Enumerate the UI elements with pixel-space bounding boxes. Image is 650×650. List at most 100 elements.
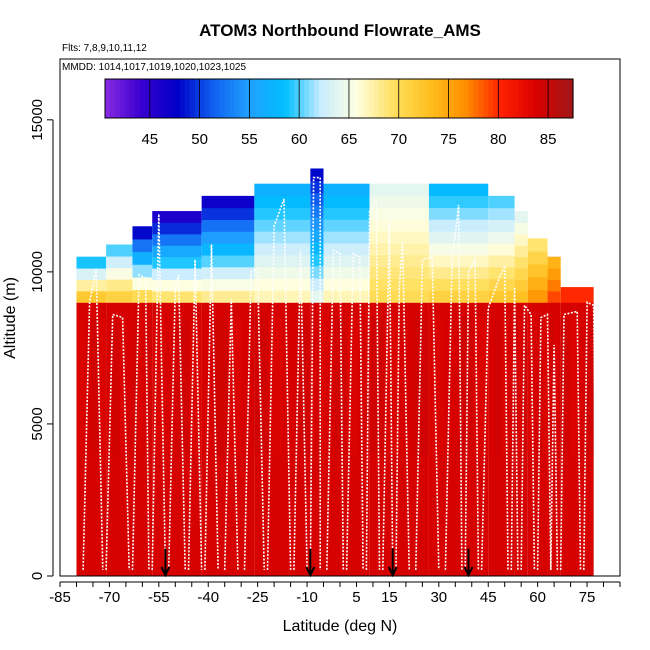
heatmap-cell-base [527, 302, 548, 576]
heatmap-cell-base [514, 302, 528, 576]
colorbar-segment [259, 79, 265, 118]
colorbar-segment [473, 79, 480, 118]
heatmap-cell [106, 290, 133, 303]
heatmap-cell [106, 279, 133, 292]
heatmap-cell [428, 231, 489, 244]
colorbar-segment [343, 79, 350, 118]
flight-track [415, 255, 440, 570]
x-tick-label: -70 [99, 589, 121, 606]
heatmap-cell [201, 207, 255, 221]
colorbar-segment [563, 79, 569, 118]
colorbar-segment [363, 79, 370, 118]
colorbar-segment [119, 79, 126, 118]
x-tick-label: -10 [296, 589, 318, 606]
heatmap-cell [201, 290, 255, 303]
heatmap-shade [112, 317, 120, 455]
heatmap-cell [527, 263, 548, 278]
flight-track [480, 265, 509, 570]
x-tick-label: -40 [197, 589, 219, 606]
heatmap-cell [132, 264, 153, 278]
heatmap-shade [542, 317, 548, 455]
colorbar-segment [329, 79, 335, 118]
heatmap-shade [282, 317, 297, 455]
heatmap-cell [514, 222, 528, 235]
colorbar-segment [129, 79, 136, 118]
colorbar-segment [448, 79, 455, 118]
heatmap-shade [76, 317, 84, 455]
heatmap-cell [254, 231, 311, 244]
heatmap-shade [91, 317, 99, 455]
y-tick-label: 15000 [29, 99, 46, 141]
colorbar-segment [428, 79, 435, 118]
flight-track [309, 176, 321, 570]
heatmap-cell [560, 287, 594, 303]
colorbar-segment [324, 79, 330, 118]
heatmap-shade [176, 317, 190, 455]
heatmap-shade [201, 317, 215, 455]
flight-track [326, 249, 345, 570]
colorbar-tick-label: 65 [341, 131, 358, 148]
heatmap-cell [310, 217, 324, 230]
x-axis: -85 -70 -55 -40 -25 -10 5 15 30 45 60 75 [49, 581, 621, 606]
heatmap-shade [119, 317, 126, 455]
arrow-marker-head [305, 566, 316, 578]
heatmap-shade [488, 317, 495, 455]
heatmap-cell [514, 279, 528, 292]
colorbar-segment [433, 79, 440, 118]
colorbar-segment [219, 79, 226, 118]
colorbar-segment [254, 79, 260, 118]
heatmap-cell [369, 207, 429, 220]
heatmap-cell [428, 207, 489, 220]
heatmap-cell [514, 211, 528, 223]
heatmap-shade [98, 317, 107, 455]
heatmap-cell [527, 276, 548, 291]
colorbar-segment [314, 79, 320, 118]
heatmap-cell [323, 195, 370, 208]
heatmap-cell [152, 256, 202, 269]
colorbar-segment [423, 79, 430, 118]
heatmap-cell [132, 251, 153, 265]
heatmap-shade [137, 317, 143, 455]
flights-text: Flts: 7,8,9,10,11,12 [62, 43, 147, 54]
heatmap-cell [547, 279, 561, 292]
heatmap-shade [142, 317, 148, 455]
colorbar-segment [109, 79, 116, 118]
heatmap-cell [323, 183, 370, 197]
colorbar-segment [393, 79, 400, 118]
heatmap-cell [106, 256, 133, 269]
heatmap-cell [547, 290, 561, 303]
heatmap-cell [488, 254, 515, 268]
colorbar-segment [319, 79, 325, 118]
heatmap-cell [323, 254, 370, 268]
colorbar-segment [339, 79, 345, 118]
heatmap-shade [508, 317, 515, 455]
colorbar-segment [214, 79, 221, 118]
heatmap-cell [201, 278, 255, 291]
heatmap-shade [228, 317, 242, 455]
flight-track [536, 313, 552, 570]
heatmap-cell [201, 231, 255, 244]
heatmap-cell [152, 268, 202, 280]
colorbar-segment [284, 79, 290, 118]
heatmap-shade [557, 317, 561, 455]
colorbar-segment [513, 79, 519, 118]
colorbar-segment [483, 79, 489, 118]
heatmap-shade [189, 317, 202, 455]
heatmap-shade [399, 317, 415, 455]
colorbar-segment [274, 79, 280, 118]
colorbar-segment [493, 79, 499, 118]
heatmap-cell [152, 279, 202, 292]
heatmap-cell [254, 266, 311, 280]
chart-title: ATOM3 Northbound Flowrate_AMS [199, 21, 481, 40]
colorbar-segment [234, 79, 241, 118]
heatmap-cell [106, 244, 133, 257]
colorbar-tick-label: 70 [390, 131, 407, 148]
flight-track [131, 273, 150, 570]
colorbar-segment [204, 79, 211, 118]
heatmap-cell [514, 268, 528, 280]
flight-track [382, 220, 394, 570]
colorbar-segment [279, 79, 285, 118]
heatmap-shade [214, 317, 228, 455]
heatmap-cell [152, 245, 202, 258]
heatmap-shade [524, 317, 528, 455]
